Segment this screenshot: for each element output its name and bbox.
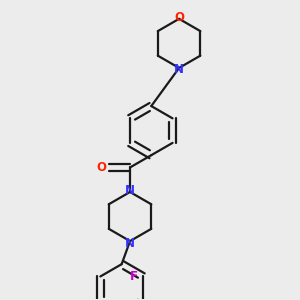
Text: N: N: [125, 236, 135, 250]
Text: N: N: [174, 63, 184, 76]
Text: F: F: [130, 270, 138, 283]
Text: N: N: [125, 184, 135, 196]
Text: O: O: [174, 11, 184, 24]
Text: O: O: [96, 161, 106, 174]
